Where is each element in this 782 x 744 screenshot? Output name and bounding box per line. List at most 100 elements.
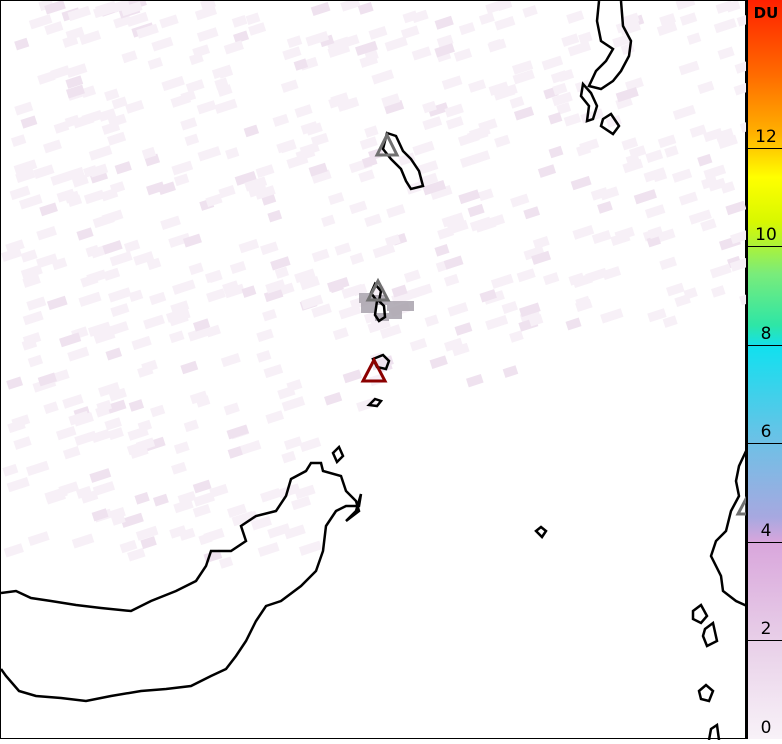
so2-pixel — [441, 212, 465, 228]
so2-pixel — [341, 34, 360, 48]
so2-pixel — [717, 46, 735, 60]
so2-pixel — [229, 261, 247, 274]
so2-pixel — [659, 256, 677, 271]
so2-pixel — [324, 391, 343, 406]
so2-pixel — [311, 169, 332, 184]
so2-pixel — [248, 22, 267, 36]
so2-pixel — [434, 15, 454, 30]
so2-pixel — [468, 79, 487, 93]
so2-pixel — [286, 379, 303, 393]
so2-pixel — [180, 360, 199, 375]
so2-pixel — [196, 27, 219, 42]
so2-pixel — [9, 185, 31, 201]
so2-pixel — [485, 314, 509, 331]
so2-pixel — [161, 75, 185, 92]
so2-pixel — [203, 528, 225, 543]
so2-pixel — [310, 1, 331, 17]
so2-pixel — [147, 57, 164, 70]
so2-pixel — [336, 96, 360, 112]
so2-pixel — [80, 85, 97, 99]
so2-pixel — [46, 295, 68, 311]
so2-pixel — [62, 394, 84, 409]
so2-pixel — [283, 524, 306, 540]
so2-pixel — [125, 99, 145, 114]
so2-pixel — [282, 46, 302, 61]
so2-pixel — [6, 376, 23, 390]
so2-pixel — [615, 87, 639, 103]
so2-pixel — [717, 134, 738, 150]
colorbar-unit-label: DU — [753, 4, 779, 22]
so2-pixel — [662, 315, 678, 328]
so2-pixel — [141, 359, 158, 373]
so2-pixel — [478, 12, 495, 25]
so2-pixel — [168, 232, 191, 248]
colorbar-tick-label: 12 — [755, 126, 777, 147]
so2-pixel — [327, 192, 345, 206]
so2-pixel — [379, 324, 402, 339]
so2-pixel — [713, 18, 737, 34]
so2-pixel — [689, 124, 707, 138]
so2-pixel — [357, 2, 374, 15]
so2-pixel — [679, 12, 698, 26]
so2-pixel-field — [1, 0, 759, 569]
so2-pixel — [298, 540, 323, 556]
so2-pixel — [22, 274, 41, 288]
so2-pixel — [566, 10, 585, 24]
so2-pixel — [33, 164, 55, 179]
so2-pixel — [238, 238, 260, 254]
so2-pixel — [13, 159, 38, 175]
so2-pixel — [227, 503, 247, 518]
so2-pixel — [93, 329, 116, 344]
so2-pixel — [447, 302, 469, 317]
so2-pixel — [548, 112, 563, 125]
so2-pixel — [214, 77, 229, 90]
so2-pixel — [6, 477, 30, 493]
so2-pixel — [513, 106, 535, 121]
so2-pixel — [107, 399, 127, 414]
so2-pixel — [109, 321, 129, 336]
so2-pixel — [123, 239, 141, 253]
so2-pixel — [37, 372, 57, 387]
so2-pixel — [645, 149, 664, 163]
so2-pixel — [95, 0, 117, 16]
so2-pixel — [430, 185, 453, 200]
so2-pixel — [243, 124, 260, 138]
so2-pixel — [364, 213, 382, 228]
so2-pixel — [624, 77, 644, 92]
so2-pixel — [700, 218, 717, 232]
so2-pixel — [50, 171, 70, 186]
so2-pixel — [612, 34, 631, 48]
so2-pixel — [709, 263, 732, 279]
so2-pixel — [600, 308, 624, 324]
so2-pixel — [128, 289, 144, 302]
so2-pixel — [509, 330, 524, 343]
map-panel[interactable] — [0, 0, 759, 741]
so2-pixel — [88, 145, 113, 161]
so2-pixel — [67, 346, 90, 362]
so2-pixel — [429, 355, 448, 369]
so2-pixel — [73, 412, 94, 427]
so2-pixel — [105, 347, 123, 361]
so2-pixel — [125, 11, 149, 27]
volcano-marker-active — [360, 356, 388, 383]
so2-pixel — [281, 396, 306, 412]
so2-pixel — [384, 234, 401, 248]
so2-pixel — [602, 266, 622, 280]
so2-pixel — [110, 507, 126, 520]
so2-pixel — [531, 250, 552, 265]
colorbar-tick-label: 8 — [760, 323, 772, 344]
so2-pixel — [281, 450, 297, 464]
so2-pixel — [10, 134, 27, 147]
so2-pixel — [245, 12, 261, 25]
so2-pixel — [183, 419, 199, 433]
so2-pixel — [454, 322, 473, 336]
so2-pixel — [3, 543, 24, 558]
so2-pixel — [180, 117, 198, 131]
so2-pixel — [260, 487, 282, 503]
so2-pixel — [5, 239, 25, 254]
so2-pixel — [104, 88, 120, 102]
so2-pixel — [665, 282, 685, 297]
so2-pixel — [55, 425, 77, 441]
so2-pixel — [368, 26, 388, 40]
so2-pixel — [184, 133, 200, 147]
